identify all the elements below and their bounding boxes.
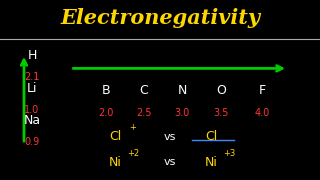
Text: B: B <box>101 84 110 96</box>
Text: 2.1: 2.1 <box>24 72 40 82</box>
Text: 3.0: 3.0 <box>175 108 190 118</box>
Text: Cl: Cl <box>109 130 121 143</box>
Text: 1.0: 1.0 <box>24 105 40 115</box>
Text: Cl: Cl <box>205 130 217 143</box>
Text: C: C <box>140 84 148 96</box>
Text: H: H <box>27 49 37 62</box>
Text: Ni: Ni <box>205 156 218 168</box>
Text: 2.5: 2.5 <box>136 108 152 118</box>
Text: +3: +3 <box>223 148 235 158</box>
Text: Electronegativity: Electronegativity <box>60 8 260 28</box>
Text: 2.0: 2.0 <box>98 108 113 118</box>
Text: +2: +2 <box>127 148 139 158</box>
Text: F: F <box>259 84 266 96</box>
Text: 4.0: 4.0 <box>255 108 270 118</box>
Text: Ni: Ni <box>109 156 122 168</box>
Text: 3.5: 3.5 <box>213 108 228 118</box>
Text: Li: Li <box>27 82 37 95</box>
Text: O: O <box>216 84 226 96</box>
Text: 0.9: 0.9 <box>24 137 40 147</box>
Text: N: N <box>178 84 187 96</box>
Text: +: + <box>129 123 136 132</box>
Text: Na: Na <box>23 114 41 127</box>
Text: vs: vs <box>164 157 176 167</box>
Text: vs: vs <box>164 132 176 142</box>
